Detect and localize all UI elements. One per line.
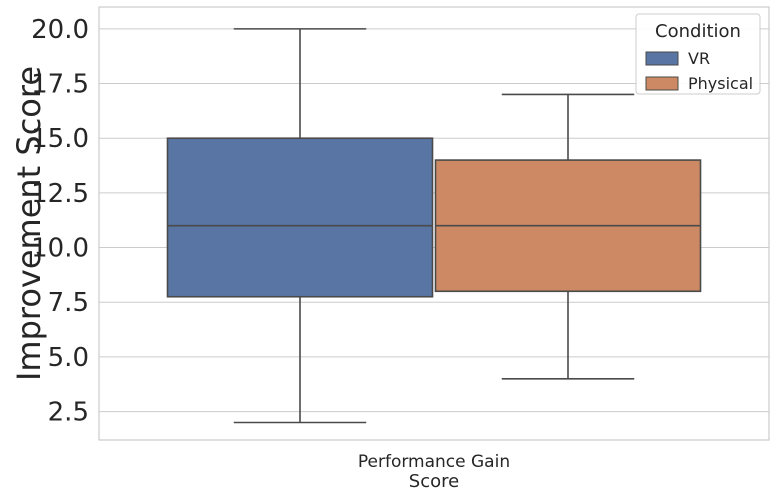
y-tick-label: 15.0 xyxy=(31,124,89,154)
legend: Condition VR Physical xyxy=(635,13,761,95)
legend-items: VR Physical xyxy=(645,49,753,93)
legend-swatch xyxy=(645,51,679,66)
plot-area-frame xyxy=(98,6,770,441)
box-vr xyxy=(166,28,434,424)
box-physical xyxy=(434,93,702,380)
y-axis-title: Improvement Score xyxy=(10,66,48,381)
legend-label: VR xyxy=(688,49,710,68)
y-tick-label: 17.5 xyxy=(31,70,89,100)
y-tick-label: 2.5 xyxy=(48,398,89,428)
y-tick-label: 10.0 xyxy=(31,234,89,264)
y-tick-label: 7.5 xyxy=(48,288,89,318)
y-tick-labels: 2.5 5.0 7.5 10.0 12.5 15.0 17.5 20.0 xyxy=(31,15,89,428)
y-tick-label: 12.5 xyxy=(31,179,89,209)
boxes xyxy=(166,28,702,424)
legend-label: Physical xyxy=(688,74,753,93)
x-axis-title: Score xyxy=(409,471,459,492)
legend-frame xyxy=(635,13,761,95)
iqr-box xyxy=(166,137,434,298)
y-tick-label: 20.0 xyxy=(31,15,89,45)
legend-swatch xyxy=(645,76,679,91)
x-category-label: Performance Gain xyxy=(358,452,510,472)
legend-title: Condition xyxy=(655,21,741,42)
y-tick-label: 5.0 xyxy=(48,343,89,373)
